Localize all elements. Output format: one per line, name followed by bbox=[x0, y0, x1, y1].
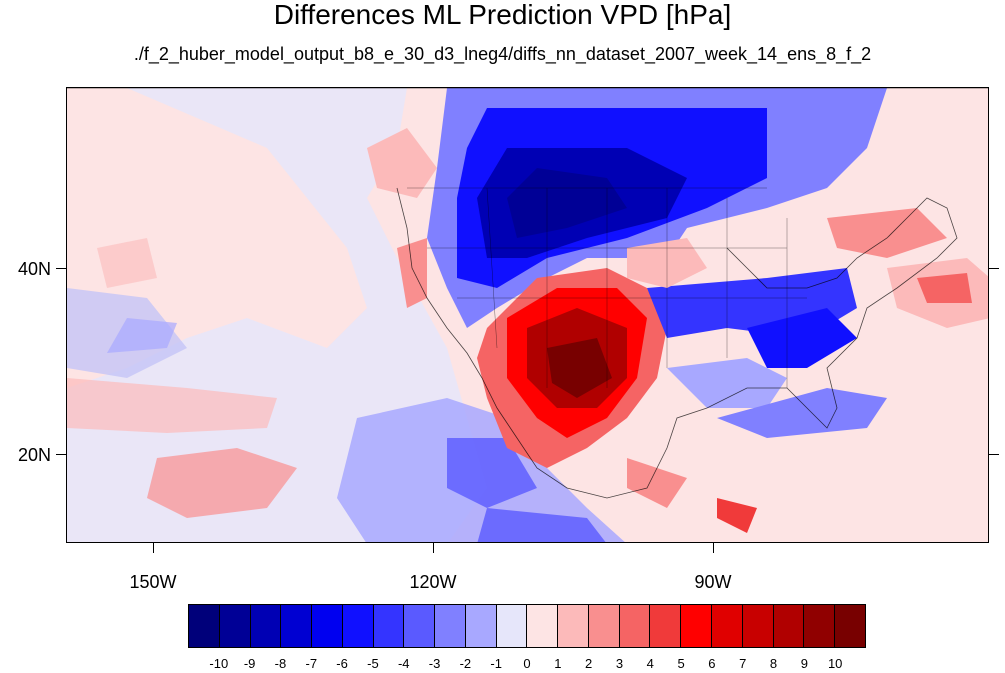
lon-tick-150w bbox=[153, 543, 154, 553]
map-plot-area bbox=[66, 87, 989, 543]
lon-tick-90w bbox=[713, 543, 714, 553]
lat-label-20n: 20N bbox=[18, 445, 52, 465]
colorbar-tick-label: 8 bbox=[769, 656, 778, 671]
lon-label-150w: 150W bbox=[129, 572, 177, 592]
colorbar-swatch bbox=[342, 605, 374, 647]
lat-label-40n: 40N bbox=[18, 259, 52, 279]
lat-tick-20n-right bbox=[989, 454, 999, 455]
colorbar-tick-label: -1 bbox=[490, 656, 502, 671]
colorbar-labels: -10 -9 -8 -7 -6 -5 -4 -3 -2 -1 0 1 2 3 4 5 6 7 8 9 10 bbox=[188, 657, 866, 673]
colorbar-swatch bbox=[835, 605, 865, 647]
lon-label-120w: 120W bbox=[409, 572, 457, 592]
colorbar-tick-label: -6 bbox=[336, 656, 348, 671]
colorbar-tick-label: -5 bbox=[367, 656, 379, 671]
colorbar-tick-label: 10 bbox=[827, 656, 843, 671]
colorbar-tick-label: 9 bbox=[800, 656, 808, 671]
colorbar-swatch bbox=[250, 605, 282, 647]
colorbar-swatch bbox=[588, 605, 620, 647]
colorbar-tick-label: -3 bbox=[428, 656, 441, 671]
colorbar-tick-label: 5 bbox=[677, 656, 685, 671]
colorbar-tick-label: -7 bbox=[305, 656, 318, 671]
colorbar-tick-label: 1 bbox=[554, 656, 562, 671]
colorbar-swatch bbox=[373, 605, 405, 647]
vpd-difference-field bbox=[67, 88, 988, 542]
lon-label-90w: 90W bbox=[694, 572, 732, 592]
colorbar-swatch bbox=[742, 605, 774, 647]
colorbar-swatch bbox=[650, 605, 682, 647]
map-subtitle: ./f_2_huber_model_output_b8_e_30_d3_lneg… bbox=[133, 44, 872, 64]
colorbar-swatch bbox=[404, 605, 436, 647]
colorbar-swatch bbox=[496, 605, 528, 647]
colorbar-swatch bbox=[558, 605, 589, 647]
colorbar-tick-label: -10 bbox=[209, 656, 229, 671]
lat-tick-20n-left bbox=[56, 454, 66, 455]
lat-tick-40n-right bbox=[989, 268, 999, 269]
colorbar-tick-label: 2 bbox=[585, 656, 593, 671]
lon-tick-120w bbox=[433, 543, 434, 553]
colorbar-swatch bbox=[712, 605, 743, 647]
colorbar-swatch bbox=[804, 605, 836, 647]
colorbar-swatch bbox=[312, 605, 343, 647]
lat-tick-40n-left bbox=[56, 268, 66, 269]
colorbar-swatch bbox=[281, 605, 313, 647]
colorbar-tick-label: 7 bbox=[739, 656, 747, 671]
colorbar bbox=[188, 604, 866, 648]
colorbar-tick-label: 6 bbox=[708, 656, 716, 671]
colorbar-swatch bbox=[465, 605, 497, 647]
colorbar-swatch bbox=[773, 605, 805, 647]
colorbar-tick-label: -9 bbox=[243, 656, 256, 671]
colorbar-swatch bbox=[435, 605, 466, 647]
colorbar-tick-label: -4 bbox=[397, 656, 410, 671]
map-title: Differences ML Prediction VPD [hPa] bbox=[273, 0, 732, 30]
colorbar-swatch bbox=[619, 605, 651, 647]
colorbar-tick-label: -2 bbox=[459, 656, 472, 671]
colorbar-swatch bbox=[527, 605, 559, 647]
colorbar-tick-label: 4 bbox=[646, 656, 654, 671]
colorbar-tick-label: -8 bbox=[274, 656, 287, 671]
colorbar-tick-label: 0 bbox=[523, 656, 531, 671]
colorbar-swatch bbox=[189, 605, 220, 647]
colorbar-swatch bbox=[219, 605, 251, 647]
colorbar-swatch bbox=[681, 605, 713, 647]
colorbar-tick-label: 3 bbox=[615, 656, 624, 671]
